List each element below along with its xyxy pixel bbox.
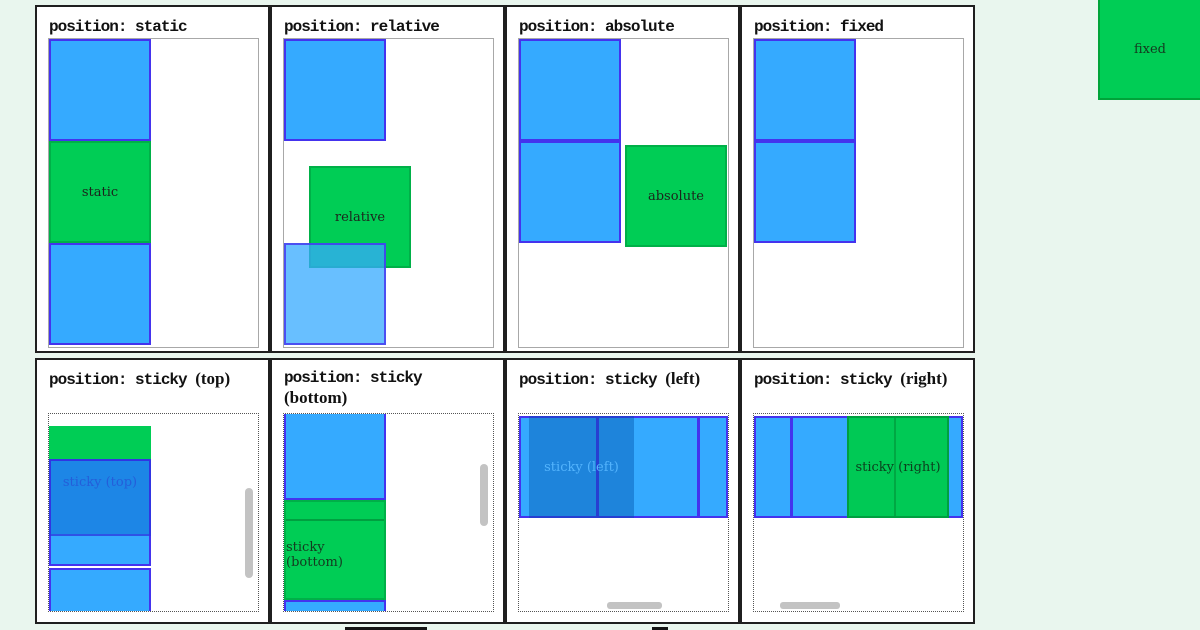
blue-box-row — [519, 416, 728, 518]
panel-title-code: position: relative — [284, 18, 440, 36]
sticky-right-box: sticky (right) — [847, 416, 949, 518]
sticky-right-scroll-container[interactable]: sticky (right) — [753, 413, 964, 612]
panel-title: position: static — [49, 16, 258, 37]
horizontal-scrollbar-thumb[interactable] — [607, 602, 662, 609]
panel-sticky-top: position: sticky (top) sticky (top) — [35, 358, 270, 624]
box-label: sticky (top) — [62, 475, 138, 490]
demo-grid: position: static static position: relati… — [35, 5, 975, 624]
panel-title-code: position: sticky — [284, 369, 423, 387]
blue-box — [284, 39, 386, 141]
blue-box — [284, 600, 386, 611]
panel-static: position: static static — [35, 5, 270, 353]
relative-container: relative — [283, 38, 494, 348]
horizontal-scrollbar-thumb[interactable] — [780, 602, 840, 609]
fixed-container — [753, 38, 964, 348]
sticky-left-scroll-container[interactable]: sticky (left) — [518, 413, 729, 612]
panel-title-suffix: (bottom) — [284, 388, 348, 408]
box-label: static — [81, 184, 119, 200]
fixed-viewport-box: fixed — [1098, 0, 1200, 100]
panel-title: position: sticky (right) — [754, 369, 963, 390]
box-divider — [790, 416, 793, 518]
underlying-box-edge — [894, 418, 896, 516]
panel-title-code: position: sticky — [754, 371, 893, 389]
box-label: fixed — [1133, 41, 1167, 57]
blue-box — [754, 141, 856, 243]
box-divider — [596, 416, 599, 518]
panel-title: position: absolute — [519, 16, 728, 37]
panel-title-code: position: static — [49, 18, 188, 36]
panel-title-suffix: (right) — [900, 369, 948, 388]
blue-box-translucent — [284, 243, 386, 345]
panel-title: position: relative — [284, 16, 493, 37]
panel-sticky-right: position: sticky (right) sticky (right) — [740, 358, 975, 624]
panel-title: position: sticky (bottom) — [284, 369, 493, 409]
panel-title-code: position: fixed — [754, 18, 884, 36]
underlying-box-edge — [286, 519, 384, 521]
panel-title-suffix: (top) — [195, 369, 231, 388]
blue-box — [49, 243, 151, 345]
vertical-scrollbar-thumb[interactable] — [480, 464, 488, 526]
blue-box — [49, 568, 151, 611]
blue-box — [49, 39, 151, 141]
box-label: relative — [334, 209, 386, 225]
blue-box — [519, 39, 621, 141]
box-label: sticky (bottom) — [286, 540, 343, 570]
sticky-top-box: sticky (top) — [49, 459, 151, 536]
panel-title: position: sticky (top) — [49, 369, 258, 390]
vertical-scrollbar-thumb[interactable] — [245, 488, 253, 578]
sticky-bottom-scroll-container[interactable]: sticky (bottom) — [283, 413, 494, 612]
blue-box — [519, 141, 621, 243]
panel-absolute: position: absolute absolute — [505, 5, 740, 353]
panel-sticky-left: position: sticky (left) sticky (left) — [505, 358, 740, 624]
absolute-container: absolute — [518, 38, 729, 348]
panel-title-code: position: sticky — [519, 371, 658, 389]
box-label: sticky (left) — [544, 459, 619, 475]
box-label: absolute — [647, 188, 705, 204]
panel-sticky-bottom: position: sticky (bottom) sticky (bottom… — [270, 358, 505, 624]
absolute-box: absolute — [625, 145, 727, 247]
blue-box — [284, 414, 386, 500]
clipped-panel-fragment — [652, 627, 668, 630]
static-container: static — [48, 38, 259, 348]
blue-box — [754, 39, 856, 141]
sticky-bottom-box: sticky (bottom) — [284, 500, 386, 600]
sticky-left-box: sticky (left) — [529, 416, 634, 518]
panel-title-suffix: (left) — [665, 369, 701, 388]
sticky-top-scroll-container[interactable]: sticky (top) — [48, 413, 259, 612]
panel-title: position: fixed — [754, 16, 963, 37]
static-box: static — [49, 141, 151, 243]
panel-fixed: position: fixed — [740, 5, 975, 353]
box-divider — [697, 416, 700, 518]
panel-relative: position: relative relative — [270, 5, 505, 353]
panel-title-code: position: sticky — [49, 371, 188, 389]
clipped-panel-fragment — [345, 627, 427, 630]
panel-title-code: position: absolute — [519, 18, 675, 36]
green-box-clipped — [49, 426, 151, 459]
box-label: sticky (right) — [855, 459, 941, 475]
panel-title: position: sticky (left) — [519, 369, 728, 390]
